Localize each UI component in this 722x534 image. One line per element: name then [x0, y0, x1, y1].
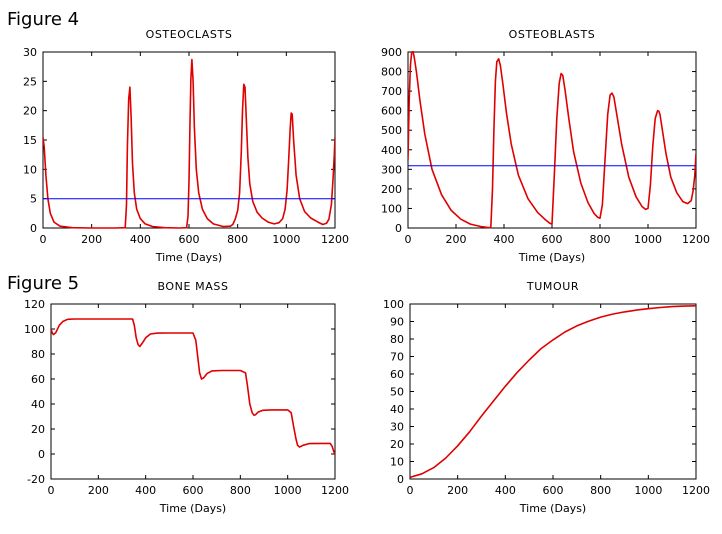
- osteoclasts-y-tick-label: 15: [23, 134, 37, 147]
- tumour-y-tick-label: 100: [383, 298, 404, 311]
- osteoclasts-chart: OSTEOCLASTS 0 200 400 600 800 1000 1200 0 5 10 15 20…: [23, 28, 349, 264]
- osteoblasts-x-tick-label: 800: [590, 233, 611, 246]
- osteoblasts-y-tick-label: 800: [381, 66, 402, 79]
- figure-4-label: Figure 4: [7, 9, 79, 30]
- osteoblasts-y-tick-label: 200: [381, 183, 402, 196]
- bone-mass-y-tick-label: 20: [31, 423, 45, 436]
- bone-mass-x-axis-label: Time (Days): [159, 502, 226, 515]
- bone-mass-x-tick-label: 600: [183, 484, 204, 497]
- tumour-x-tick-label: 600: [543, 484, 564, 497]
- osteoclasts-y-tick-label: 10: [23, 163, 37, 176]
- bone-mass-x-tick-label: 200: [88, 484, 109, 497]
- tumour-plot-frame: [409, 303, 697, 480]
- tumour-y-tick-label: 30: [390, 421, 404, 434]
- osteoblasts-y-tick-label: 300: [381, 163, 402, 176]
- tumour-y-tick-label: 70: [390, 351, 404, 364]
- osteoclasts-y-tick-label: 0: [30, 222, 37, 235]
- bone-mass-x-tick-label: 0: [48, 484, 55, 497]
- osteoblasts-x-tick-label: 400: [494, 233, 515, 246]
- osteoblasts-x-tick-label: 600: [542, 233, 563, 246]
- osteoclasts-y-tick-label: 5: [30, 193, 37, 206]
- tumour-x-tick-label: 800: [590, 484, 611, 497]
- figure-5-label: Figure 5: [7, 273, 79, 294]
- osteoblasts-y-tick-label: 0: [395, 222, 402, 235]
- osteoclasts-x-tick-label: 400: [130, 233, 151, 246]
- tumour-y-tick-label: 10: [390, 456, 404, 469]
- bone-mass-y-tick-label: -20: [27, 473, 45, 486]
- bone-mass-y-tick-label: 120: [24, 298, 45, 311]
- bone-mass-y-tick-label: 60: [31, 373, 45, 386]
- osteoblasts-x-tick-label: 0: [405, 233, 412, 246]
- osteoclasts-title: OSTEOCLASTS: [146, 28, 233, 41]
- osteoblasts-y-tick-label: 500: [381, 124, 402, 137]
- osteoclasts-x-axis-label: Time (Days): [155, 251, 222, 264]
- bone-mass-y-tick-label: 80: [31, 348, 45, 361]
- tumour-title: TUMOUR: [526, 280, 579, 293]
- bone-mass-y-tick-label: 40: [31, 398, 45, 411]
- osteoclasts-y-tick-label: 30: [23, 46, 37, 59]
- bone-mass-x-tick-label: 800: [230, 484, 251, 497]
- osteoblasts-x-axis-label: Time (Days): [518, 251, 585, 264]
- tumour-y-tick-label: 90: [390, 316, 404, 329]
- tumour-x-tick-label: 1200: [682, 484, 710, 497]
- osteoblasts-series-model-line: [408, 51, 696, 229]
- osteoblasts-x-tick-label: 200: [446, 233, 467, 246]
- tumour-y-tick-label: 20: [390, 438, 404, 451]
- bone-mass-plot-frame: [50, 303, 336, 480]
- osteoblasts-chart: OSTEOBLASTS 0 200 400 600 800 1000 1200 0 100 200 3…: [381, 28, 710, 264]
- osteoblasts-title: OSTEOBLASTS: [509, 28, 596, 41]
- tumour-y-tick-label: 0: [397, 473, 404, 486]
- bone-mass-x-tick-label: 400: [135, 484, 156, 497]
- osteoclasts-x-tick-label: 600: [179, 233, 200, 246]
- tumour-y-tick-label: 80: [390, 333, 404, 346]
- tumour-x-tick-label: 200: [447, 484, 468, 497]
- osteoclasts-x-tick-label: 1200: [321, 233, 349, 246]
- osteoclasts-x-tick-label: 1000: [272, 233, 300, 246]
- tumour-x-axis-label: Time (Days): [519, 502, 586, 515]
- tumour-y-tick-label: 50: [390, 386, 404, 399]
- osteoblasts-y-tick-label: 400: [381, 144, 402, 157]
- bone-mass-y-tick-label: 100: [24, 323, 45, 336]
- osteoblasts-y-tick-label: 900: [381, 46, 402, 59]
- osteoclasts-y-tick-label: 20: [23, 105, 37, 118]
- tumour-y-tick-label: 40: [390, 403, 404, 416]
- osteoblasts-y-tick-label: 700: [381, 85, 402, 98]
- tumour-series-model-line: [410, 305, 696, 479]
- tumour-x-tick-label: 1000: [634, 484, 662, 497]
- bone-mass-y-tick-label: 0: [38, 448, 45, 461]
- osteoclasts-x-tick-label: 0: [40, 233, 47, 246]
- tumour-chart: TUMOUR 0 200 400 600 800 1000 1200 0 10 20 30 40 50 60…: [383, 280, 710, 515]
- osteoclasts-x-tick-label: 800: [227, 233, 248, 246]
- tumour-x-tick-label: 0: [407, 484, 414, 497]
- bone-mass-x-tick-label: 1000: [274, 484, 302, 497]
- osteoblasts-x-tick-label: 1000: [634, 233, 662, 246]
- osteoblasts-x-tick-label: 1200: [682, 233, 710, 246]
- osteoclasts-y-tick-label: 25: [23, 75, 37, 88]
- tumour-x-tick-label: 400: [495, 484, 516, 497]
- osteoclasts-series-model-line: [43, 58, 335, 229]
- osteoblasts-y-tick-label: 100: [381, 202, 402, 215]
- osteoblasts-y-tick-label: 600: [381, 105, 402, 118]
- bone-mass-x-tick-label: 1200: [321, 484, 349, 497]
- bone-mass-title: BONE MASS: [157, 280, 228, 293]
- osteoclasts-x-tick-label: 200: [81, 233, 102, 246]
- tumour-y-tick-label: 60: [390, 368, 404, 381]
- bone-mass-series-model-line: [51, 318, 335, 455]
